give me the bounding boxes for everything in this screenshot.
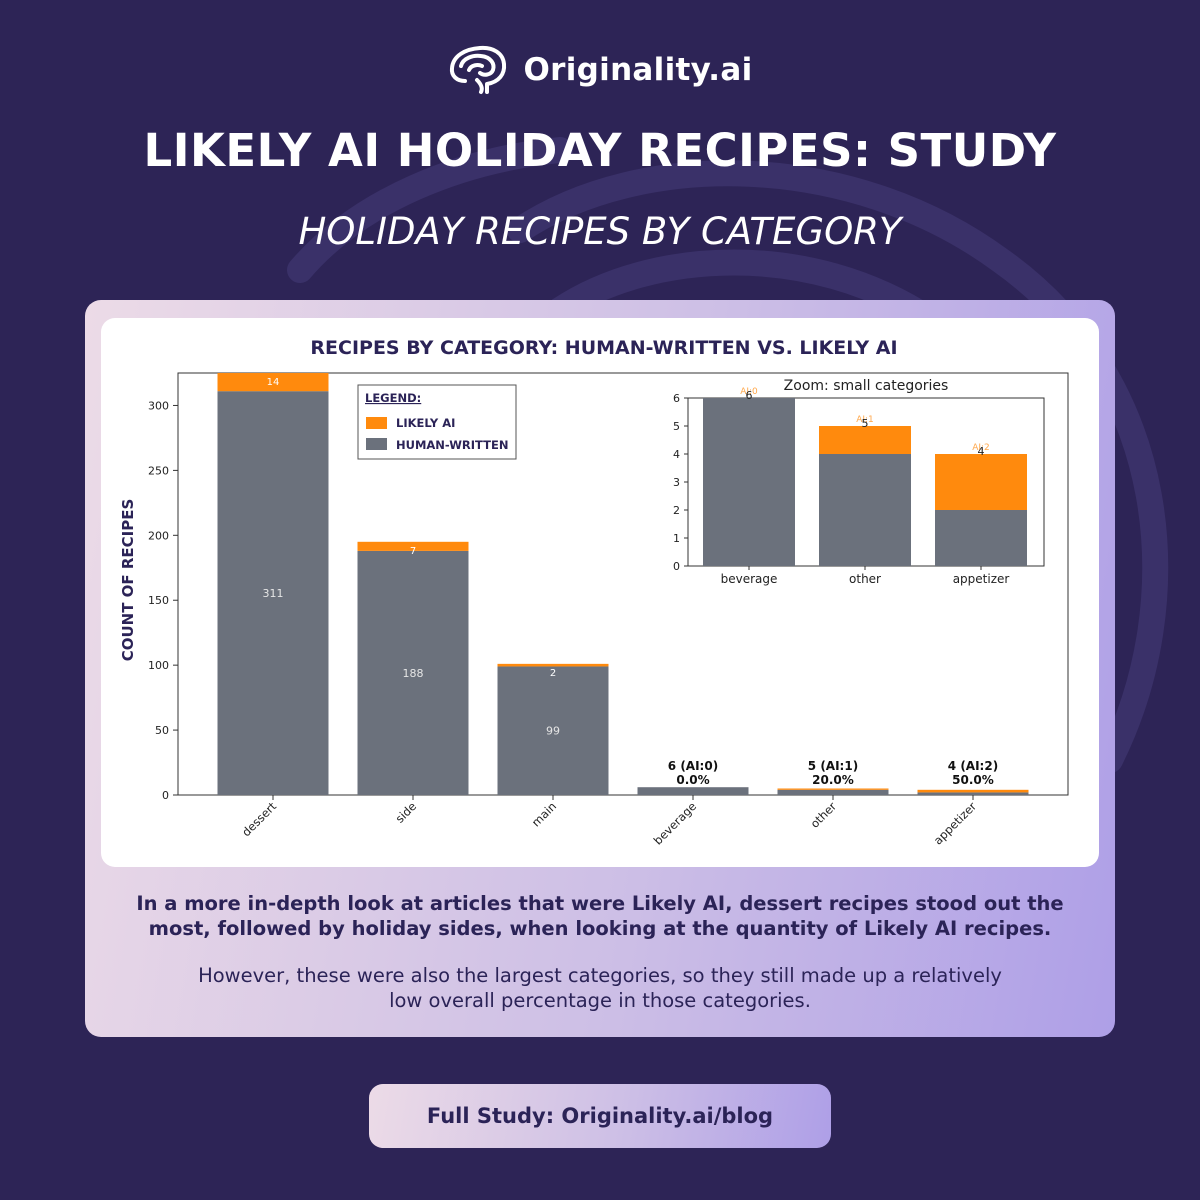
inset-y-tick-label: 4	[673, 448, 680, 461]
inset-total-label-other: 5	[862, 417, 869, 430]
brand-header: Originality.ai	[0, 44, 1200, 96]
inset-value-labels: AI:06 AI:15 AI:24	[740, 387, 990, 458]
bar-human-dessert	[217, 391, 329, 795]
inset-x-tick-label-other: other	[849, 572, 881, 586]
description: However, these were also the largest cat…	[198, 964, 1002, 1012]
inset-total-label-beverage: 6	[746, 389, 753, 402]
bar-human-other	[777, 789, 889, 795]
full-study-link-label: Full Study: Originality.ai/blog	[426, 1104, 774, 1128]
bar-ai-appetizer	[917, 789, 1029, 793]
inset-bar-ai-other	[819, 426, 911, 454]
annotation-count-other: 5 (AI:1)	[808, 759, 858, 773]
x-tick-label-appetizer: appetizer	[931, 799, 979, 847]
annotation-count-beverage: 6 (AI:0)	[668, 759, 718, 773]
bar-ai-side	[357, 541, 469, 551]
y-tick-label: 100	[148, 659, 169, 672]
y-tick-label: 200	[148, 529, 169, 542]
inset-y-axis: 0 1 2 3 4 5 6	[673, 392, 688, 573]
main-y-axis: 0 50 100 150 200 250 300	[148, 399, 178, 802]
inset-ai-label-appetizer: AI:2	[972, 443, 990, 453]
bar-label-ai-side: 7	[410, 546, 416, 557]
main-plot-frame	[177, 372, 1069, 796]
y-tick-label: 150	[148, 594, 169, 607]
legend-swatch-likely-ai	[366, 417, 387, 429]
y-tick-label: 300	[148, 399, 169, 412]
chart-card: RECIPES BY CATEGORY: HUMAN-WRITTEN VS. L…	[101, 318, 1099, 867]
page-title: LIKELY AI HOLIDAY RECIPES: STUDY	[143, 124, 1057, 177]
y-tick-label: 50	[155, 724, 169, 737]
annotation-percent-appetizer: 50.0%	[952, 773, 994, 787]
x-tick-label-main: main	[529, 799, 559, 829]
legend-label-human-written: HUMAN-WRITTEN	[396, 438, 508, 452]
bar-ai-main	[497, 663, 609, 667]
zoom-inset: Zoom: small categories 0 1 2 3 4 5 6 beverage o…	[673, 378, 1045, 586]
bar-label-ai-dessert: 14	[267, 377, 280, 388]
inset-bar-ai-appetizer	[935, 454, 1027, 510]
inset-y-tick-label: 6	[673, 392, 680, 405]
x-tick-label-other: other	[808, 799, 840, 831]
small-category-annotations: 6 (AI:0)0.0% 5 (AI:1)20.0% 4 (AI:2)50.0%	[668, 759, 998, 787]
legend-title: LEGEND:	[365, 391, 421, 405]
inset-x-tick-label-beverage: beverage	[721, 572, 778, 586]
inset-y-tick-label: 1	[673, 532, 680, 545]
full-study-link-button[interactable]: Full Study: Originality.ai/blog	[369, 1084, 831, 1148]
bar-human-appetizer	[917, 792, 1029, 795]
annotation-count-appetizer: 4 (AI:2)	[948, 759, 998, 773]
main-x-axis: dessert side main beverage other appetizer	[239, 795, 979, 848]
chart-title: RECIPES BY CATEGORY: HUMAN-WRITTEN VS. L…	[310, 337, 897, 359]
bar-label-human-side: 188	[403, 667, 424, 680]
page-subtitle: HOLIDAY RECIPES BY CATEGORY	[298, 210, 902, 253]
y-tick-label: 250	[148, 464, 169, 477]
bar-human-beverage	[637, 787, 749, 795]
inset-y-tick-label: 0	[673, 560, 680, 573]
bar-human-main	[497, 666, 609, 795]
inset-ai-label-beverage: AI:0	[740, 387, 758, 397]
x-tick-label-dessert: dessert	[239, 799, 279, 839]
bar-ai-dessert	[217, 373, 329, 392]
y-axis-label: COUNT OF RECIPES	[119, 499, 137, 662]
inset-x-axis: beverage other appetizer	[721, 566, 1010, 586]
inset-bar-human-beverage	[703, 398, 795, 566]
legend-label-likely-ai: LIKELY AI	[396, 416, 455, 430]
inset-y-tick-label: 3	[673, 476, 680, 489]
legend: LEGEND: LIKELY AI HUMAN-WRITTEN	[357, 384, 517, 460]
bar-human-side	[357, 550, 469, 795]
brand-name: Originality.ai	[523, 52, 753, 88]
inset-bar-human-appetizer	[935, 510, 1027, 566]
description-bold: In a more in-depth look at articles that…	[136, 892, 1064, 940]
bar-label-human-main: 99	[546, 725, 560, 738]
inset-ai-label-other: AI:1	[856, 415, 874, 425]
brain-logo-icon	[450, 45, 507, 94]
recipes-by-category-chart: RECIPES BY CATEGORY: HUMAN-WRITTEN VS. L…	[119, 337, 1069, 848]
bar-ai-other	[777, 788, 889, 790]
annotation-percent-beverage: 0.0%	[676, 773, 709, 787]
y-tick-label: 0	[162, 789, 169, 802]
inset-total-label-appetizer: 4	[978, 445, 985, 458]
content-panel: RECIPES BY CATEGORY: HUMAN-WRITTEN VS. L…	[85, 300, 1115, 1037]
inset-bars	[703, 398, 1027, 566]
inset-x-tick-label-appetizer: appetizer	[953, 572, 1010, 586]
bar-label-human-dessert: 311	[263, 587, 284, 600]
bar-label-ai-main: 2	[550, 668, 556, 679]
x-tick-label-beverage: beverage	[651, 799, 699, 847]
x-tick-label-side: side	[393, 799, 420, 826]
inset-y-tick-label: 5	[673, 420, 680, 433]
inset-bar-human-other	[819, 454, 911, 566]
legend-swatch-human-written	[366, 438, 387, 450]
inset-title: Zoom: small categories	[784, 378, 949, 394]
inset-y-tick-label: 2	[673, 504, 680, 517]
annotation-percent-other: 20.0%	[812, 773, 854, 787]
